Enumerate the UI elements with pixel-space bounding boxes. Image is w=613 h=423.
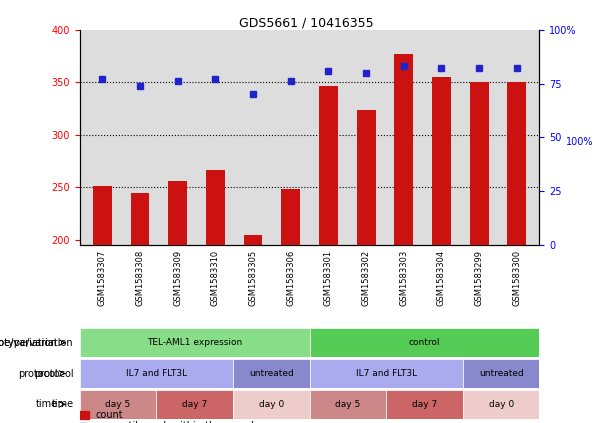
Text: day 0: day 0 [489, 400, 514, 409]
FancyBboxPatch shape [156, 390, 233, 419]
Text: day 7: day 7 [182, 400, 207, 409]
FancyBboxPatch shape [386, 390, 463, 419]
Text: IL7 and FLT3L: IL7 and FLT3L [126, 369, 187, 378]
Text: day 7: day 7 [412, 400, 437, 409]
Text: IL7 and FLT3L: IL7 and FLT3L [356, 369, 417, 378]
Y-axis label: 100%: 100% [566, 137, 593, 148]
FancyBboxPatch shape [80, 328, 310, 357]
Bar [319, 86, 338, 245]
Bar [394, 54, 413, 245]
Text: day 5: day 5 [335, 400, 360, 409]
FancyBboxPatch shape [233, 359, 310, 388]
Text: untreated: untreated [479, 369, 524, 378]
FancyBboxPatch shape [310, 390, 386, 419]
Bar [470, 82, 489, 245]
Bar [206, 170, 225, 245]
Text: control: control [409, 338, 440, 347]
FancyBboxPatch shape [80, 390, 156, 419]
Text: percentile rank within the sample: percentile rank within the sample [95, 421, 260, 423]
Bar [432, 77, 451, 245]
Bar [281, 189, 300, 245]
Text: genotype/variation: genotype/variation [0, 338, 58, 348]
Bar [168, 181, 187, 245]
Text: day 0: day 0 [259, 400, 284, 409]
Text: day 5: day 5 [105, 400, 131, 409]
Bar [357, 110, 376, 245]
Text: genotype/variation: genotype/variation [0, 338, 74, 348]
FancyBboxPatch shape [310, 328, 539, 357]
Text: GDS5661 / 10416355: GDS5661 / 10416355 [239, 17, 374, 30]
Text: TEL-AML1 expression: TEL-AML1 expression [147, 338, 242, 347]
Bar [243, 235, 262, 245]
FancyBboxPatch shape [233, 390, 310, 419]
Bar [131, 193, 150, 245]
FancyBboxPatch shape [310, 359, 463, 388]
FancyBboxPatch shape [80, 359, 233, 388]
Text: time: time [51, 399, 74, 409]
Text: time: time [36, 399, 58, 409]
Text: count: count [95, 410, 123, 420]
Text: protocol: protocol [34, 368, 74, 379]
Text: untreated: untreated [249, 369, 294, 378]
Bar [80, 411, 89, 419]
Text: protocol: protocol [18, 368, 58, 379]
Bar [93, 187, 112, 245]
FancyBboxPatch shape [463, 390, 539, 419]
FancyBboxPatch shape [463, 359, 539, 388]
Bar [508, 82, 526, 245]
